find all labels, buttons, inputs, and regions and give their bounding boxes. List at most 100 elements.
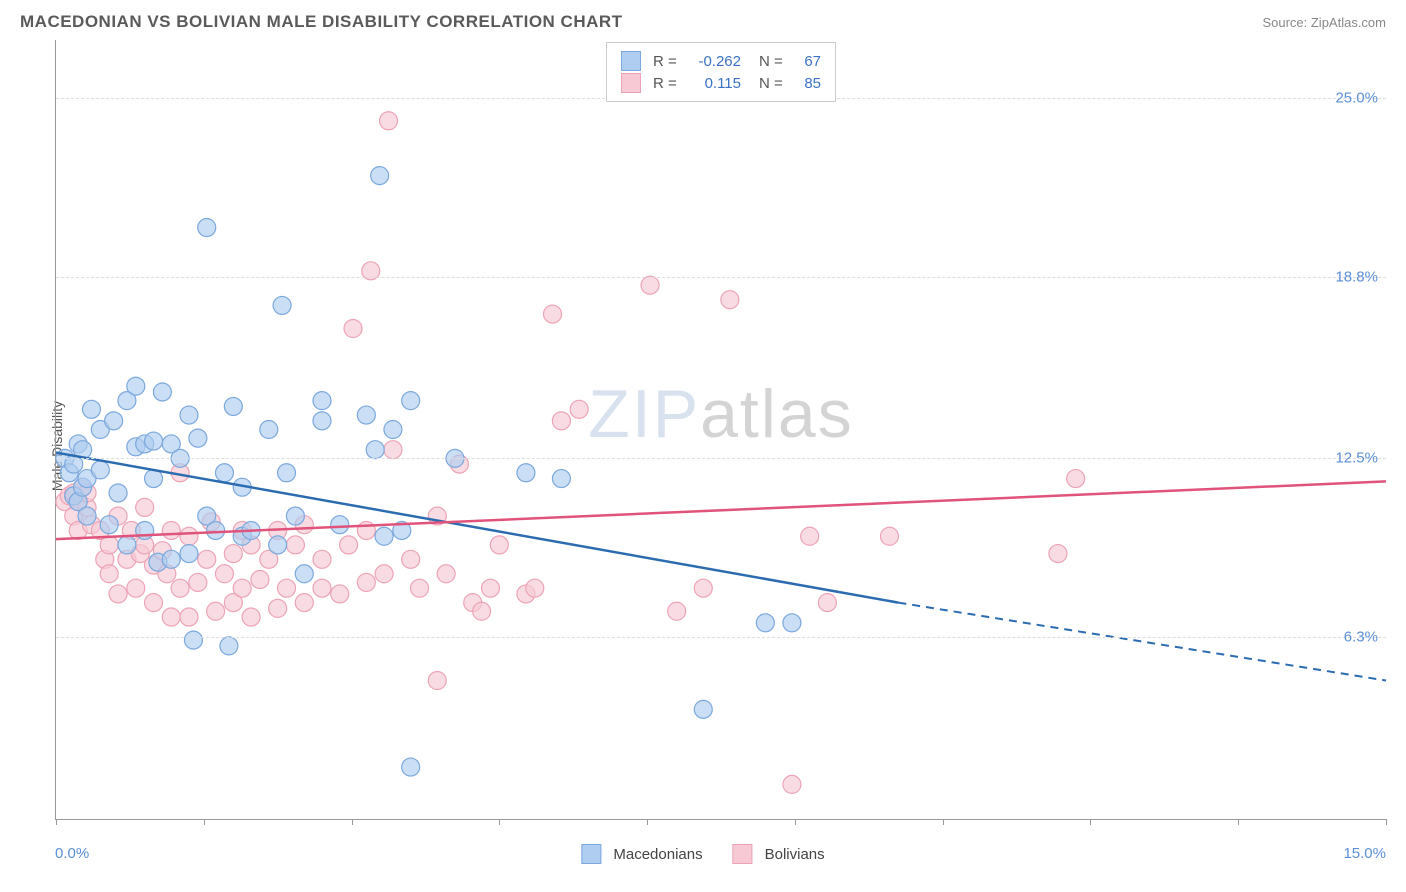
scatter-point [220,637,238,655]
scatter-point [544,305,562,323]
scatter-point [189,573,207,591]
scatter-point [260,421,278,439]
scatter-point [1067,470,1085,488]
trend-line-extrapolated [898,603,1386,681]
legend-item-bolivians: Bolivians [733,844,825,864]
scatter-point [526,579,544,597]
x-tick [204,819,205,825]
scatter-point [384,441,402,459]
scatter-point [411,579,429,597]
scatter-point [331,585,349,603]
x-tick [795,819,796,825]
scatter-point [331,516,349,534]
scatter-point [380,112,398,130]
scatter-point [215,464,233,482]
scatter-point [100,536,118,554]
x-tick [1238,819,1239,825]
x-tick [352,819,353,825]
scatter-point [189,429,207,447]
scatter-point [880,527,898,545]
scatter-point [269,599,287,617]
swatch-bolivians-icon [733,844,753,864]
scatter-point [242,608,260,626]
scatter-point [78,507,96,525]
scatter-point [552,412,570,430]
scatter-point [313,550,331,568]
x-axis-min-label: 0.0% [55,845,89,862]
scatter-point [198,550,216,568]
scatter-point [295,594,313,612]
scatter-point [127,377,145,395]
scatter-point [233,579,251,597]
series-legend: Macedonians Bolivians [581,844,824,864]
scatter-point [286,536,304,554]
stats-legend-box: R = -0.262 N = 67 R = 0.115 N = 85 [606,42,836,102]
gridline [56,277,1386,278]
swatch-macedonians [621,51,641,71]
scatter-point [402,758,420,776]
scatter-point [224,545,242,563]
scatter-svg [56,40,1386,819]
x-tick [647,819,648,825]
scatter-point [198,219,216,237]
scatter-point [668,602,686,620]
scatter-point [162,550,180,568]
scatter-point [145,594,163,612]
x-tick [499,819,500,825]
scatter-point [366,441,384,459]
scatter-point [162,608,180,626]
gridline [56,637,1386,638]
scatter-point [340,536,358,554]
scatter-point [207,521,225,539]
scatter-point [517,464,535,482]
x-axis-max-label: 15.0% [1343,845,1386,862]
scatter-point [82,400,100,418]
scatter-point [552,470,570,488]
scatter-point [384,421,402,439]
scatter-point [224,397,242,415]
scatter-point [100,565,118,583]
scatter-point [278,464,296,482]
x-tick [1386,819,1387,825]
scatter-point [295,565,313,583]
scatter-point [371,167,389,185]
scatter-point [428,672,446,690]
scatter-point [109,484,127,502]
scatter-point [145,432,163,450]
scatter-point [344,320,362,338]
scatter-point [818,594,836,612]
scatter-point [273,296,291,314]
scatter-point [473,602,491,620]
scatter-point [490,536,508,554]
scatter-point [694,579,712,597]
y-tick-label: 6.3% [1344,629,1378,646]
scatter-point [756,614,774,632]
scatter-point [91,461,109,479]
scatter-point [162,521,180,539]
scatter-point [402,392,420,410]
scatter-point [313,392,331,410]
scatter-point [180,406,198,424]
scatter-point [269,536,287,554]
scatter-point [153,383,171,401]
y-tick-label: 18.8% [1335,268,1378,285]
scatter-point [801,527,819,545]
swatch-bolivians [621,73,641,93]
trend-line [56,481,1386,539]
swatch-macedonians-icon [581,844,601,864]
x-tick [56,819,57,825]
scatter-point [136,498,154,516]
scatter-point [105,412,123,430]
stats-row-bolivians: R = 0.115 N = 85 [621,73,821,93]
scatter-point [313,412,331,430]
scatter-point [357,406,375,424]
source-attribution: Source: ZipAtlas.com [1262,15,1386,30]
scatter-point [180,545,198,563]
scatter-point [481,579,499,597]
scatter-point [375,527,393,545]
y-tick-label: 12.5% [1335,450,1378,467]
gridline [56,458,1386,459]
scatter-point [1049,545,1067,563]
y-tick-label: 25.0% [1335,89,1378,106]
scatter-point [357,573,375,591]
